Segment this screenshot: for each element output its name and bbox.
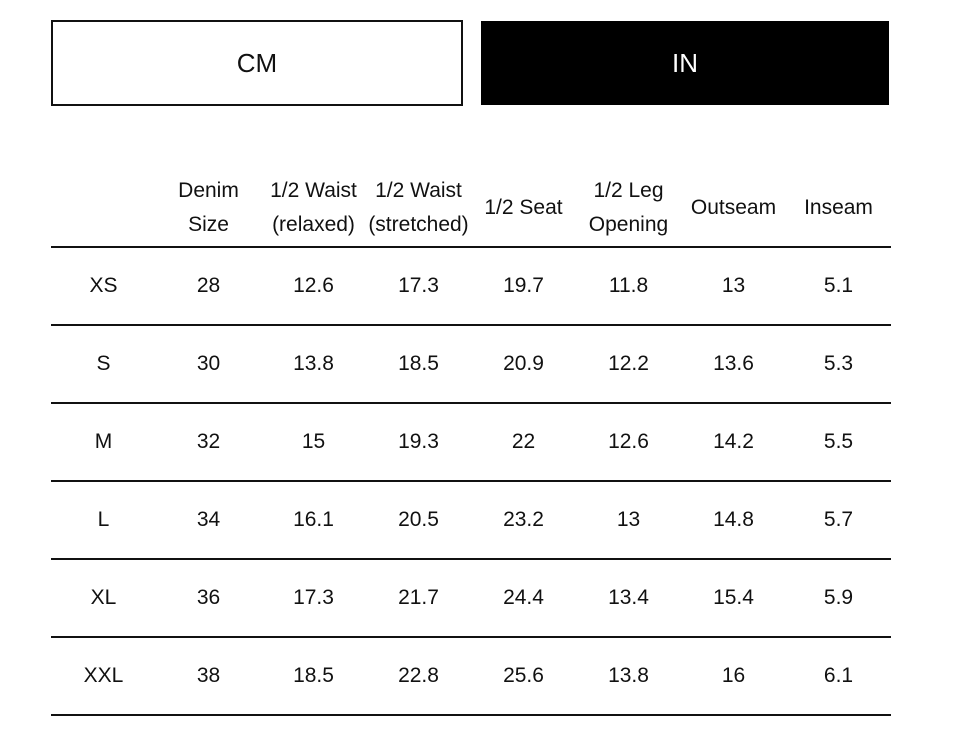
half-waist-relaxed-cell: 17.3 (261, 559, 366, 638)
size-label-cell: XS (51, 247, 156, 326)
size-label-cell: S (51, 325, 156, 404)
half-leg-opening-cell: 12.6 (576, 403, 681, 482)
half-leg-opening-cell: 12.2 (576, 325, 681, 404)
inseam-cell: 5.7 (786, 481, 891, 560)
half-waist-stretched-cell: 21.7 (366, 559, 471, 638)
size-chart-table: Denim Size 1/2 Waist (relaxed) 1/2 Waist (str… (51, 170, 891, 716)
denim-size-cell: 32 (156, 403, 261, 482)
outseam-cell: 15.4 (681, 559, 786, 638)
table-row: L 34 16.1 20.5 23.2 13 14.8 5.7 (51, 481, 891, 560)
denim-size-cell: 28 (156, 247, 261, 326)
header-outseam: Outseam (681, 170, 786, 248)
half-waist-stretched-cell: 22.8 (366, 637, 471, 716)
half-waist-stretched-cell: 17.3 (366, 247, 471, 326)
unit-toggle: CM IN (51, 20, 889, 106)
denim-size-cell: 38 (156, 637, 261, 716)
half-seat-cell: 24.4 (471, 559, 576, 638)
inseam-cell: 5.1 (786, 247, 891, 326)
table-row: M 32 15 19.3 22 12.6 14.2 5.5 (51, 403, 891, 482)
header-inseam: Inseam (786, 170, 891, 248)
half-seat-cell: 22 (471, 403, 576, 482)
denim-size-cell: 36 (156, 559, 261, 638)
size-label-cell: XL (51, 559, 156, 638)
half-leg-opening-cell: 13.4 (576, 559, 681, 638)
half-waist-relaxed-cell: 15 (261, 403, 366, 482)
table-row: XXL 38 18.5 22.8 25.6 13.8 16 6.1 (51, 637, 891, 716)
half-seat-cell: 19.7 (471, 247, 576, 326)
half-seat-cell: 23.2 (471, 481, 576, 560)
table-row: S 30 13.8 18.5 20.9 12.2 13.6 5.3 (51, 325, 891, 404)
half-waist-stretched-cell: 20.5 (366, 481, 471, 560)
half-waist-relaxed-cell: 16.1 (261, 481, 366, 560)
outseam-cell: 13 (681, 247, 786, 326)
size-label-cell: M (51, 403, 156, 482)
cm-unit-button[interactable]: CM (51, 20, 463, 106)
header-half-waist-relaxed: 1/2 Waist (relaxed) (261, 170, 366, 248)
half-waist-relaxed-cell: 18.5 (261, 637, 366, 716)
denim-size-cell: 34 (156, 481, 261, 560)
in-unit-button[interactable]: IN (481, 21, 889, 105)
header-denim-size: Denim Size (156, 170, 261, 248)
inseam-cell: 5.3 (786, 325, 891, 404)
table-row: XL 36 17.3 21.7 24.4 13.4 15.4 5.9 (51, 559, 891, 638)
outseam-cell: 16 (681, 637, 786, 716)
half-waist-stretched-cell: 19.3 (366, 403, 471, 482)
header-half-seat: 1/2 Seat (471, 170, 576, 248)
header-half-leg-opening: 1/2 Leg Opening (576, 170, 681, 248)
outseam-cell: 14.8 (681, 481, 786, 560)
size-label-cell: XXL (51, 637, 156, 716)
header-size (51, 170, 156, 248)
outseam-cell: 13.6 (681, 325, 786, 404)
inseam-cell: 6.1 (786, 637, 891, 716)
inseam-cell: 5.5 (786, 403, 891, 482)
size-label-cell: L (51, 481, 156, 560)
denim-size-cell: 30 (156, 325, 261, 404)
half-seat-cell: 20.9 (471, 325, 576, 404)
half-waist-relaxed-cell: 13.8 (261, 325, 366, 404)
header-half-waist-stretched: 1/2 Waist (stretched) (366, 170, 471, 248)
half-waist-relaxed-cell: 12.6 (261, 247, 366, 326)
half-leg-opening-cell: 11.8 (576, 247, 681, 326)
table-body: XS 28 12.6 17.3 19.7 11.8 13 5.1 S 30 13.8 18.5 20.9… (51, 247, 891, 716)
half-seat-cell: 25.6 (471, 637, 576, 716)
half-waist-stretched-cell: 18.5 (366, 325, 471, 404)
table-row: XS 28 12.6 17.3 19.7 11.8 13 5.1 (51, 247, 891, 326)
table-header-row: Denim Size 1/2 Waist (relaxed) 1/2 Waist (str… (51, 170, 891, 248)
half-leg-opening-cell: 13.8 (576, 637, 681, 716)
outseam-cell: 14.2 (681, 403, 786, 482)
inseam-cell: 5.9 (786, 559, 891, 638)
half-leg-opening-cell: 13 (576, 481, 681, 560)
